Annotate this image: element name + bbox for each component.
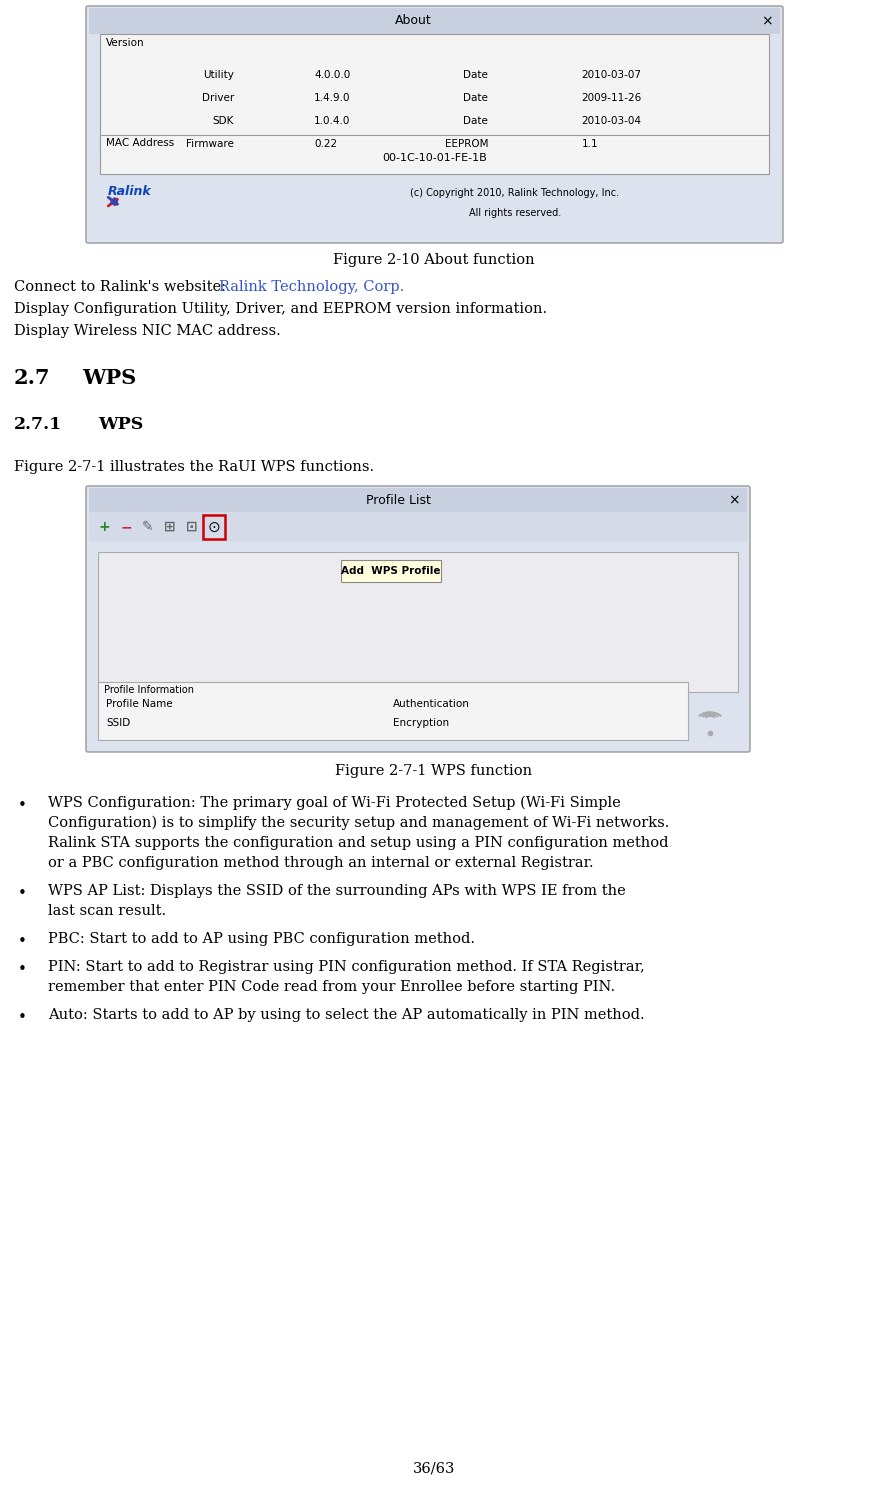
Text: 1.4.9.0: 1.4.9.0 <box>314 92 350 103</box>
Text: Version: Version <box>106 39 144 48</box>
Bar <box>100 135 769 174</box>
Text: Authentication: Authentication <box>393 699 470 709</box>
Text: Figure 2-10 About function: Figure 2-10 About function <box>333 253 534 268</box>
FancyBboxPatch shape <box>86 6 783 242</box>
Text: Ralink: Ralink <box>108 184 152 198</box>
Text: Connect to Ralink's website:: Connect to Ralink's website: <box>14 280 230 294</box>
Text: WPS AP List: Displays the SSID of the surrounding APs with WPS IE from the: WPS AP List: Displays the SSID of the su… <box>48 883 626 898</box>
Text: Auto: Starts to add to AP by using to select the AP automatically in PIN method.: Auto: Starts to add to AP by using to se… <box>48 1008 645 1022</box>
Text: All rights reserved.: All rights reserved. <box>468 208 561 217</box>
Text: Date: Date <box>463 116 488 126</box>
Text: last scan result.: last scan result. <box>48 904 166 917</box>
Text: −: − <box>120 520 132 534</box>
Text: •: • <box>17 1010 26 1025</box>
Text: 0.22: 0.22 <box>314 138 337 149</box>
Bar <box>89 512 747 541</box>
Text: •: • <box>17 962 26 977</box>
Text: Profile Information: Profile Information <box>104 686 194 694</box>
Text: Add  WPS Profile: Add WPS Profile <box>342 567 441 577</box>
Text: Encryption: Encryption <box>393 718 449 729</box>
Text: ⊡: ⊡ <box>186 520 198 534</box>
Bar <box>203 515 225 538</box>
Text: Utility: Utility <box>203 70 234 80</box>
Text: •: • <box>17 799 26 813</box>
Text: Figure 2-7-1 WPS function: Figure 2-7-1 WPS function <box>335 764 533 778</box>
Bar <box>342 561 441 583</box>
Text: Figure 2-7-1 illustrates the RaUI WPS functions.: Figure 2-7-1 illustrates the RaUI WPS fu… <box>14 459 375 474</box>
Text: 1.1: 1.1 <box>581 138 598 149</box>
Text: 2010-03-04: 2010-03-04 <box>581 116 641 126</box>
Text: remember that enter PIN Code read from your Enrollee before starting PIN.: remember that enter PIN Code read from y… <box>48 980 615 993</box>
Text: Date: Date <box>463 70 488 80</box>
Bar <box>89 7 780 34</box>
Text: 4.0.0.0: 4.0.0.0 <box>314 70 350 80</box>
Text: 2009-11-26: 2009-11-26 <box>581 92 642 103</box>
Text: SDK: SDK <box>212 116 234 126</box>
Text: ✎: ✎ <box>143 520 154 534</box>
Text: 00-1C-10-01-FE-1B: 00-1C-10-01-FE-1B <box>382 153 487 164</box>
Text: Ralink STA supports the configuration and setup using a PIN configuration method: Ralink STA supports the configuration an… <box>48 836 668 851</box>
Text: +: + <box>98 520 109 534</box>
Text: ×: × <box>728 494 740 507</box>
Text: 2010-03-07: 2010-03-07 <box>581 70 641 80</box>
Text: Display Configuration Utility, Driver, and EEPROM version information.: Display Configuration Utility, Driver, a… <box>14 302 547 317</box>
Text: SSID: SSID <box>106 718 130 729</box>
FancyBboxPatch shape <box>86 486 750 752</box>
Text: •: • <box>17 934 26 949</box>
Text: Display Wireless NIC MAC address.: Display Wireless NIC MAC address. <box>14 324 281 338</box>
Text: 2.7.1: 2.7.1 <box>14 416 63 433</box>
Text: WPS Configuration: The primary goal of Wi-Fi Protected Setup (Wi-Fi Simple: WPS Configuration: The primary goal of W… <box>48 796 620 810</box>
Text: WPS: WPS <box>98 416 143 433</box>
Text: 36/63: 36/63 <box>413 1462 455 1475</box>
Bar <box>100 34 769 152</box>
Text: 2.7: 2.7 <box>14 367 50 388</box>
Text: (c) Copyright 2010, Ralink Technology, Inc.: (c) Copyright 2010, Ralink Technology, I… <box>410 187 620 198</box>
Text: ⊞: ⊞ <box>164 520 176 534</box>
Text: Profile List: Profile List <box>366 494 431 507</box>
Text: MAC Address: MAC Address <box>106 138 175 149</box>
Text: WPS: WPS <box>82 367 136 388</box>
Bar <box>98 683 688 739</box>
Text: PIN: Start to add to Registrar using PIN configuration method. If STA Registrar,: PIN: Start to add to Registrar using PIN… <box>48 961 645 974</box>
Text: Profile Name: Profile Name <box>106 699 173 709</box>
Text: EEPROM: EEPROM <box>445 138 488 149</box>
Bar <box>98 553 738 693</box>
Text: Firmware: Firmware <box>186 138 234 149</box>
Text: Ralink Technology, Corp.: Ralink Technology, Corp. <box>219 280 404 294</box>
Text: About: About <box>395 15 432 27</box>
Text: Driver: Driver <box>202 92 234 103</box>
Text: ×: × <box>761 13 773 28</box>
Text: •: • <box>17 886 26 901</box>
Text: Date: Date <box>463 92 488 103</box>
Text: Configuration) is to simplify the security setup and management of Wi-Fi network: Configuration) is to simplify the securi… <box>48 816 669 830</box>
Text: ⊙: ⊙ <box>208 519 221 534</box>
Text: or a PBC configuration method through an internal or external Registrar.: or a PBC configuration method through an… <box>48 857 594 870</box>
Text: PBC: Start to add to AP using PBC configuration method.: PBC: Start to add to AP using PBC config… <box>48 932 475 946</box>
Text: 1.0.4.0: 1.0.4.0 <box>314 116 350 126</box>
Bar <box>89 488 747 512</box>
